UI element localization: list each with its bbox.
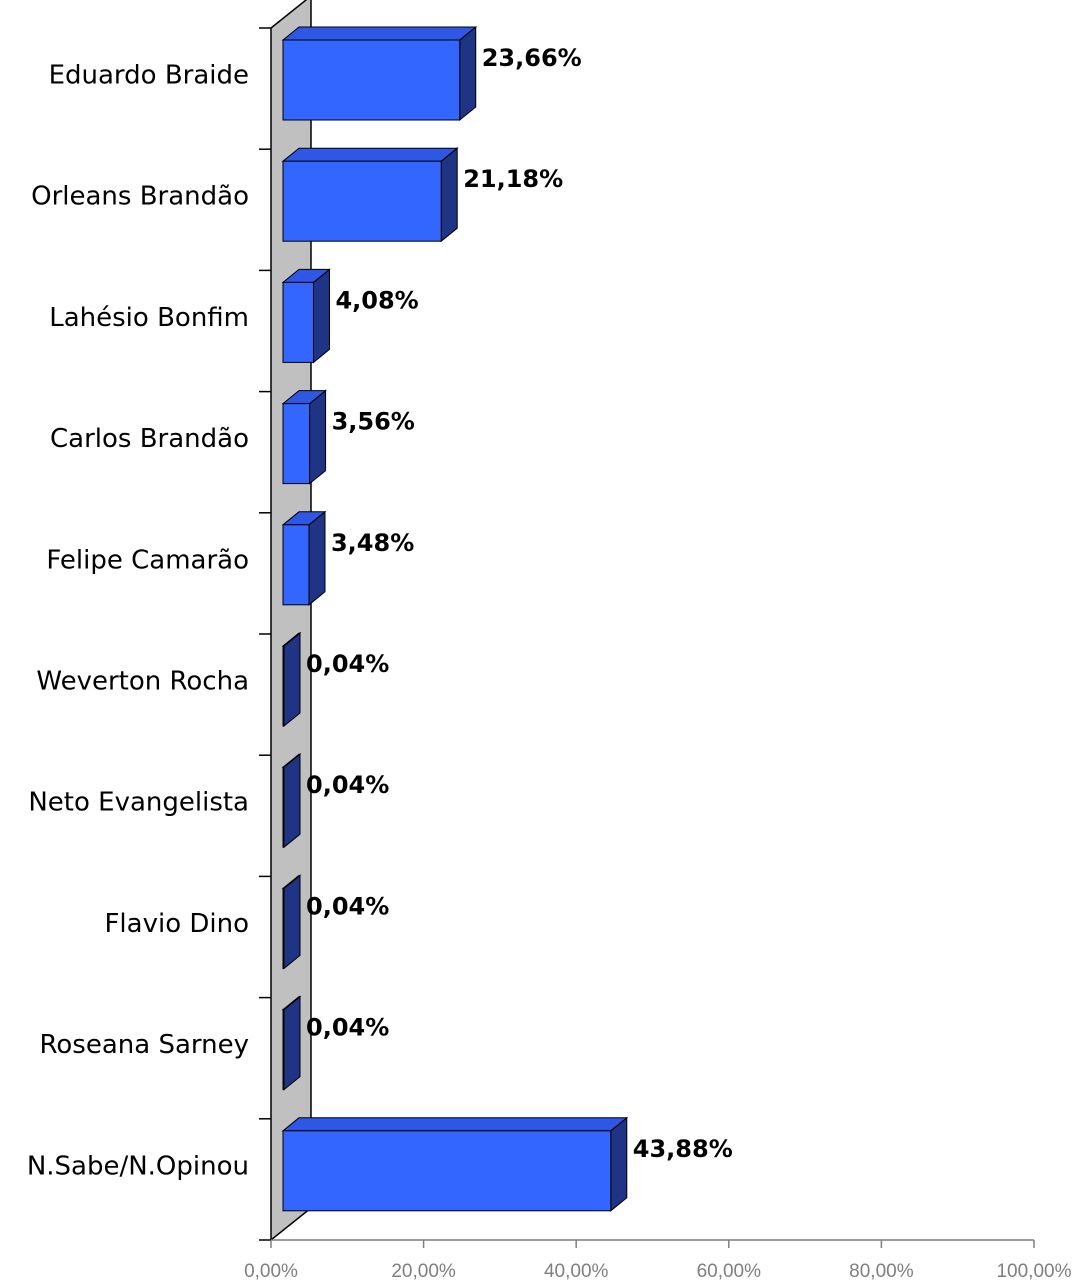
x-axis: 0,00% 20,00% 40,00% 60,00% 80,00% 100,00% <box>244 1239 1072 1282</box>
category-label: N.Sabe/N.Opinou <box>27 1151 249 1181</box>
value-label: 4,08% <box>335 286 418 314</box>
bar-front <box>282 645 285 727</box>
bar-top <box>281 26 478 41</box>
bar <box>281 510 327 606</box>
value-label: 21,18% <box>463 165 563 193</box>
value-label: 23,66% <box>482 44 582 72</box>
category-label: Lahésio Bonfim <box>49 303 249 333</box>
y-axis <box>259 27 271 1241</box>
category-label: Neto Evangelista <box>28 788 249 818</box>
bars <box>281 25 629 1212</box>
x-tick-label: 100,00% <box>996 1261 1071 1282</box>
bar-top <box>281 147 459 162</box>
bar <box>281 25 478 122</box>
bar-side <box>610 1116 628 1212</box>
bar <box>281 268 331 364</box>
bar <box>281 874 302 970</box>
bar-front <box>282 524 310 606</box>
bar-side <box>312 268 330 364</box>
labels: Eduardo Braide 23,66% Orleans Brandão 21,18… <box>27 44 733 1181</box>
bar-front <box>282 403 311 485</box>
bar <box>281 1116 629 1212</box>
x-tick-label: 20,00% <box>391 1261 456 1282</box>
bar-front <box>282 766 285 848</box>
bar <box>281 753 302 849</box>
bar-side <box>459 25 477 122</box>
bar-front <box>282 281 314 363</box>
bar-front <box>282 887 285 969</box>
category-label: Orleans Brandão <box>31 182 249 212</box>
bar <box>281 995 302 1091</box>
x-tick-label: 80,00% <box>849 1261 914 1282</box>
bar <box>281 389 328 485</box>
x-tick-label: 60,00% <box>697 1261 762 1282</box>
bar-front <box>282 160 442 242</box>
bar-front <box>282 1009 285 1091</box>
value-label: 3,56% <box>332 408 415 436</box>
bar-side <box>440 147 458 243</box>
x-tick-label: 0,00% <box>244 1261 298 1282</box>
value-label: 0,04% <box>306 892 389 920</box>
value-label: 43,88% <box>633 1135 733 1163</box>
value-label: 0,04% <box>306 1014 389 1042</box>
category-label: Flavio Dino <box>104 909 249 939</box>
category-label: Roseana Sarney <box>40 1030 250 1060</box>
bar <box>281 147 459 243</box>
value-label: 3,48% <box>331 529 414 557</box>
category-label: Felipe Camarão <box>46 545 249 575</box>
category-label: Weverton Rocha <box>36 667 249 697</box>
bar-side <box>283 995 301 1091</box>
value-label: 0,04% <box>306 650 389 678</box>
bar-side <box>283 874 301 970</box>
bar-side <box>309 389 327 485</box>
bar-front <box>282 39 461 121</box>
bar-side <box>283 631 301 728</box>
value-label: 0,04% <box>306 771 389 799</box>
bar <box>281 631 302 728</box>
category-label: Carlos Brandão <box>50 424 249 454</box>
category-label: Eduardo Braide <box>49 61 249 91</box>
x-tick-label: 40,00% <box>544 1261 609 1282</box>
bar-side <box>283 753 301 849</box>
bar-side <box>308 510 326 606</box>
bar-front <box>282 1130 612 1212</box>
bar-top <box>281 1117 629 1132</box>
